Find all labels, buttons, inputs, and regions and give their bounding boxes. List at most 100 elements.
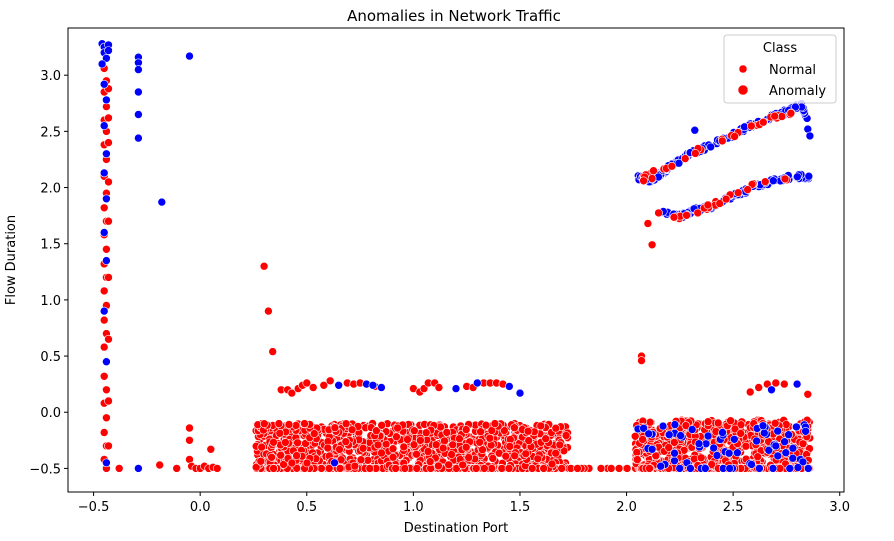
scatter-point (713, 418, 723, 428)
scatter-point (259, 419, 269, 429)
scatter-point (773, 426, 783, 436)
scatter-point (268, 347, 278, 356)
scatter-point (781, 420, 791, 429)
scatter-point (287, 458, 297, 468)
scatter-point (102, 53, 111, 63)
scatter-point (784, 430, 793, 440)
scatter-point (431, 440, 441, 450)
scatter-point (643, 219, 653, 228)
scatter-point (771, 441, 781, 451)
y-tick-label: 2.5 (40, 125, 61, 140)
scatter-point (596, 464, 606, 473)
scatter-point (664, 430, 674, 440)
scatter-point (475, 437, 485, 447)
scatter-point (754, 383, 764, 392)
scatter-point (803, 389, 813, 399)
scatter-point (438, 443, 448, 453)
scatter-point (102, 245, 111, 254)
scatter-point (185, 435, 194, 445)
scatter-point (747, 460, 756, 469)
scatter-point (104, 138, 113, 147)
scatter-point (99, 168, 109, 178)
scatter-point (687, 425, 697, 434)
scatter-point (639, 423, 648, 433)
scatter-point (743, 185, 752, 194)
scatter-point (767, 385, 776, 395)
scatter-point (300, 419, 309, 428)
scatter-point (259, 261, 269, 271)
scatter-point (448, 440, 458, 450)
scatter-point (403, 435, 412, 444)
scatter-point (157, 197, 167, 207)
scatter-point (658, 421, 668, 431)
scatter-point (664, 443, 674, 452)
scatter-point (504, 464, 514, 473)
scatter-point (788, 443, 798, 453)
scatter-point (805, 131, 815, 141)
scatter-point (709, 443, 719, 453)
scatter-point (409, 426, 419, 436)
y-tick-label: −0.5 (29, 462, 61, 477)
scatter-point (573, 464, 582, 473)
scatter-point (368, 380, 378, 390)
scatter-point (485, 433, 495, 443)
scatter-point (730, 132, 739, 141)
scatter-point (399, 442, 409, 452)
scatter-point (377, 383, 386, 392)
scatter-point (356, 455, 366, 465)
scatter-point (99, 79, 109, 89)
scatter-point (442, 428, 452, 437)
scatter-point (505, 442, 515, 451)
scatter-point (377, 420, 387, 430)
x-tick-label: 2.5 (723, 500, 744, 515)
scatter-point (388, 452, 398, 462)
scatter-point (780, 437, 789, 447)
scatter-point (703, 417, 713, 427)
x-tick-label: −0.5 (78, 500, 110, 515)
x-tick-label: 1.0 (403, 500, 424, 515)
scatter-point (102, 194, 111, 204)
scatter-point (104, 177, 113, 187)
scatter-point (733, 448, 742, 458)
scatter-point (510, 423, 519, 433)
scatter-point (102, 357, 111, 367)
scatter-point (287, 388, 297, 398)
scatter-point (637, 356, 646, 365)
x-axis-ticks: −0.5 0.0 0.5 1.0 1.5 2.0 2.5 3.0 (78, 492, 850, 515)
scatter-point (400, 464, 410, 473)
scatter-point (669, 212, 679, 222)
scatter-point (792, 379, 802, 389)
scatter-point (798, 439, 808, 449)
scatter-point (715, 199, 725, 208)
scatter-point (358, 443, 368, 453)
scatter-point (561, 431, 571, 440)
scatter-point (472, 378, 482, 388)
scatter-point (718, 428, 727, 437)
scatter-point (781, 448, 791, 458)
scatter-point (768, 176, 778, 185)
scatter-point (99, 428, 109, 437)
scatter-point (451, 384, 461, 393)
scatter-point (185, 423, 194, 433)
scatter-point (99, 315, 109, 325)
scatter-point (717, 136, 727, 146)
scatter-point (721, 194, 731, 204)
scatter-point (632, 455, 642, 464)
scatter-point (444, 460, 454, 470)
scatter-point (557, 464, 567, 473)
y-tick-label: 1.0 (40, 294, 61, 309)
scatter-point (134, 133, 143, 143)
scatter-point (334, 380, 344, 390)
scatter-point (638, 435, 647, 444)
y-tick-label: 1.5 (40, 238, 61, 253)
scatter-point (703, 200, 713, 210)
scatter-point (515, 388, 525, 398)
scatter-point (476, 427, 485, 437)
scatter-point (185, 51, 194, 61)
scatter-point (649, 166, 658, 175)
scatter-point (134, 464, 143, 473)
scatter-point (729, 434, 739, 444)
scatter-point (434, 383, 444, 392)
scatter-point (267, 452, 276, 462)
y-axis-title: Flow Duration (4, 215, 19, 305)
